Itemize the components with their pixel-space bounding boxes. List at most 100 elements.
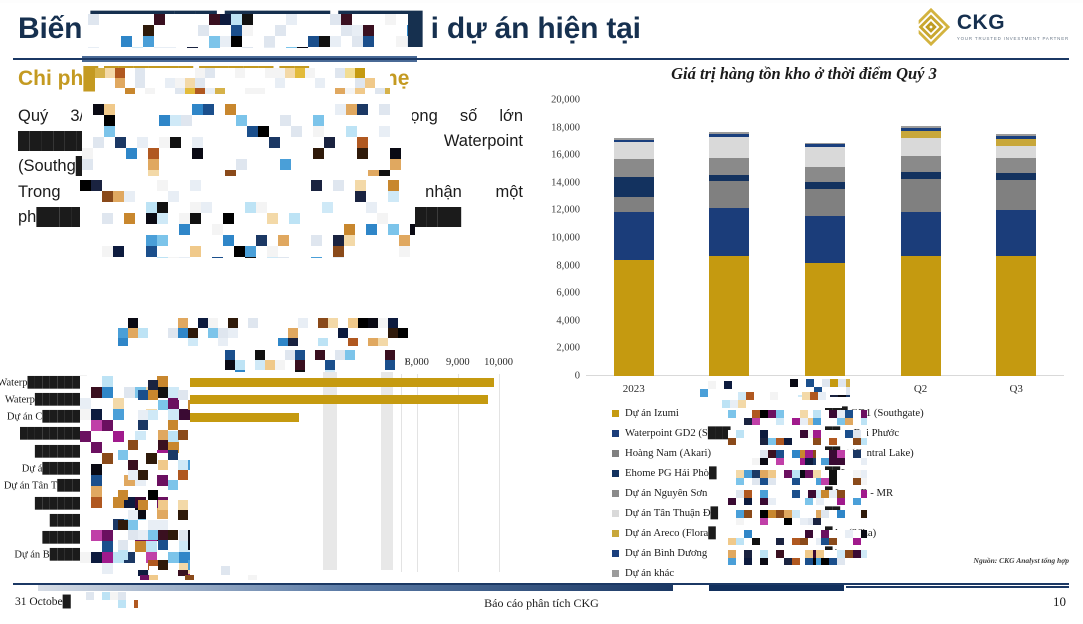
left-chart-row-label: Dự á██████ [21,463,87,475]
page-title: Biến ██████ █████ ████ i dự án hiện tại [18,12,641,45]
redaction-block [190,246,201,257]
redaction-block [88,47,99,48]
legend-item[interactable]: Dự án Areco (Flora█ [612,523,802,543]
left-chart-row: Dự án Tân T████ [4,481,523,492]
redaction-block [146,235,157,246]
bar-segment [709,255,750,376]
left-chart-row-label: Dự án B█████ [14,549,87,561]
redaction-block [185,575,194,580]
redaction-block [176,47,187,48]
stacked-bar[interactable] [805,142,845,376]
legend-item[interactable]: █An (36ha) [812,523,1072,543]
left-chart-bar[interactable] [91,412,299,422]
legend-item[interactable]: █ Long B - MR [812,483,1072,503]
legend-item[interactable]: ███ GD1 (Southgate) [812,403,1072,423]
bar-segment [709,208,750,256]
left-chart-gridline [457,374,459,572]
bar-segment [900,155,941,172]
redaction-block [146,257,157,258]
legend-item[interactable]: Dự án khác [612,563,802,583]
bar-segment [900,171,941,179]
legend-label: █An (36ha) [825,527,877,539]
legend-item[interactable]: Waterpoint GD2 (S███ [612,423,802,443]
bar-segment [613,158,654,178]
left-chart-band [323,370,337,570]
legend-label: Dự án Areco (Flora█ [625,527,716,539]
legend-item[interactable]: Ehome PG Hải Phò█ [612,463,802,483]
bar-segment [805,144,845,147]
legend-swatch-icon [812,509,819,517]
bar-segment [613,177,654,198]
redaction-block [399,246,410,257]
left-chart-row-label: █████ [49,515,87,527]
bar-segment [996,135,1037,139]
left-chart-bar[interactable] [91,429,149,439]
bar-segment [805,146,845,167]
bar-segment [613,138,654,140]
section-subheading: Chi ph█ ██████ █████ ██ động nhẹ [18,67,410,90]
stacked-bar[interactable] [996,133,1037,376]
stacked-bar[interactable] [900,126,941,376]
bar-segment [996,145,1037,158]
x-axis-tick: Q3 [1009,383,1023,395]
bar-segment [996,210,1037,256]
bar-segment [805,215,845,263]
legend-label: Waterpoint GD2 (S███ [625,427,731,439]
left-chart-plot-area: █0 8,000 9,000 10,000 Waterp████████ Waterp██… [0,357,523,572]
legend-item[interactable]: ██ ơ (Central Lake) [812,443,1072,463]
left-chart-row-label: Dự án C██████ [6,411,87,423]
y-axis-tick: 0 [574,370,580,382]
legend-label: Dự án Bình Dương [625,547,708,559]
legend-item[interactable]: Dự án Tân Thuận Đ█ [612,503,802,523]
footer-page-number: 10 [1053,594,1066,609]
left-chart-row: Waterp████████ [0,377,523,388]
bar-segment [900,126,941,129]
left-chart-bar[interactable] [91,378,495,388]
left-chart-row: ███████ [35,446,523,457]
legend-swatch-icon [812,409,819,417]
redaction-block [333,257,344,258]
redaction-block [245,257,256,258]
legend-item[interactable]: Hoàng Nam (Akari) [612,443,802,463]
legend-item[interactable]: Dự án Bình Dương [612,543,802,563]
left-chart-row: ██████ [42,533,523,544]
bar-segment [900,178,941,212]
bar-segment [996,180,1037,211]
legend-item[interactable]: Dự án Nguyên Sơn [612,483,802,503]
left-chart-row: █████████ [20,429,523,440]
legend-swatch-icon [812,469,819,477]
footer-title: Báo cáo phân tích CKG [484,596,599,610]
bar-segment [613,260,654,376]
y-axis-tick: 4,000 [556,315,580,327]
bar-segment [805,262,845,376]
legend-swatch-icon [812,429,819,437]
legend-item[interactable]: ██on Đại Phước [812,423,1072,443]
redaction-block [344,235,355,246]
redaction-block [311,235,322,246]
bar-segment [613,139,654,143]
stacked-bar[interactable] [613,138,654,376]
legend-item[interactable]: ██ữu [812,463,1072,483]
left-chart-row-label: ██████ [42,532,87,544]
ckg-logo: CKG YOUR TRUSTED INVESTMENT PARTNER [911,8,1069,46]
redaction-block [333,246,344,257]
legend-label: █ Long B - MR [825,487,894,499]
legend-label: Ehome PG Hải Phò█ [625,467,717,479]
redaction-block [140,575,149,580]
left-chart-bar[interactable] [91,395,489,405]
y-axis-tick: 14,000 [551,177,580,189]
bar-segment [900,131,941,138]
redaction-block [264,47,275,48]
redaction-block [209,47,220,48]
legend-swatch-icon [612,509,619,517]
inventory-stacked-chart: Giá trị hàng tồn kho ở thời điểm Quý 3 2… [534,58,1074,398]
stacked-bar[interactable] [709,132,750,376]
legend-item[interactable]: ██ong [812,503,1072,523]
left-chart-row-label: Dự án Tân T████ [3,480,87,492]
left-chart-row-label: Waterp████████ [0,377,87,389]
legend-item[interactable]: Dự án Izumi [612,403,802,423]
redaction-block [132,47,143,48]
redaction-block [267,257,278,258]
legend-label: ███ GD1 (Southgate) [825,407,924,419]
